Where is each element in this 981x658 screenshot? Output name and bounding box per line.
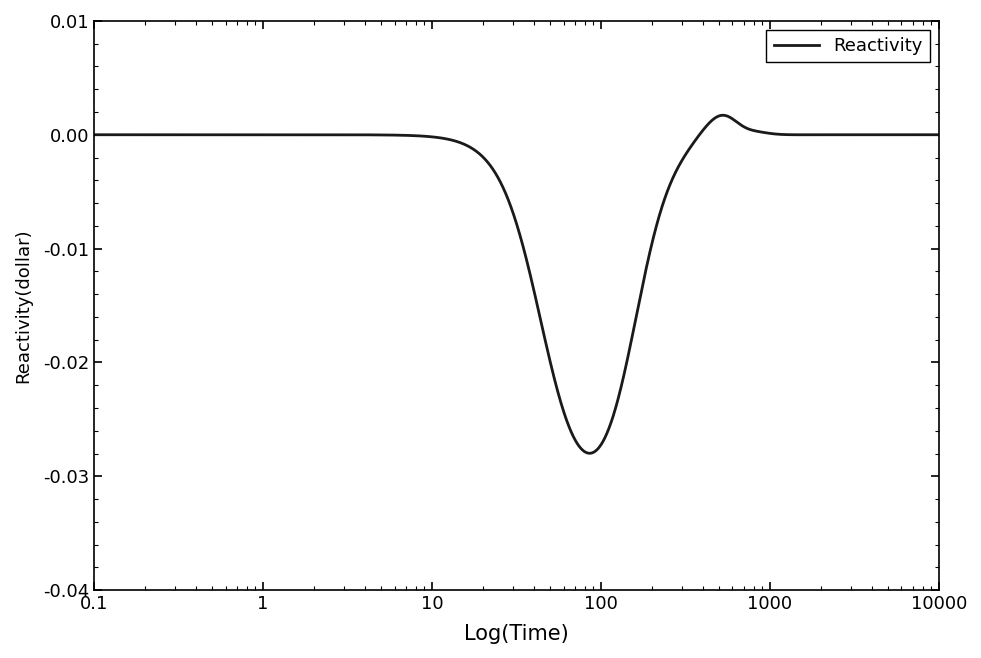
Line: Reactivity: Reactivity [94,115,939,453]
Reactivity [783,131,795,139]
Reactivity [584,449,595,457]
Reactivity [88,131,100,139]
Reactivity [241,131,253,139]
Y-axis label: Reactivity(dollar): Reactivity(dollar) [14,228,32,383]
Reactivity [719,111,731,119]
Reactivity [717,111,729,119]
Reactivity [595,441,607,449]
X-axis label: Log(Time): Log(Time) [464,624,569,644]
Reactivity [933,131,945,139]
Reactivity [411,132,423,139]
Legend: Reactivity: Reactivity [766,30,930,63]
Reactivity [638,276,649,284]
